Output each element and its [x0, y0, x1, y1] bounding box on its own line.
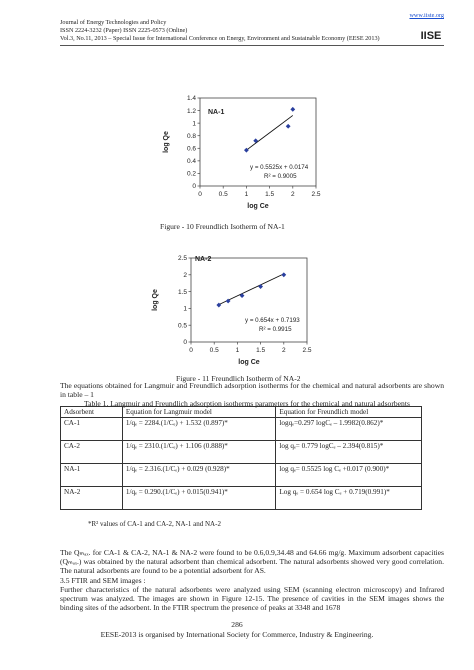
data-point	[258, 284, 263, 289]
header-langmuir: Equation for Langmuir model	[121, 406, 277, 418]
data-point	[290, 106, 296, 112]
y-tick-label: 2.5	[178, 255, 187, 262]
y-axis-label: log Qe	[152, 289, 159, 311]
y-tick-label: 1	[192, 120, 196, 127]
y-tick-label: 0	[192, 183, 196, 190]
x-tick-label: 2.5	[302, 347, 311, 354]
logo-text: IISE	[421, 30, 442, 42]
x-axis-label: log Ce	[238, 359, 259, 366]
x-tick-label: 1.5	[256, 347, 265, 354]
cell-langmuir: 1/qₑ = 2284.(1/Cₑ) + 1.532 (0.897)*	[121, 417, 277, 441]
figure-10-caption: Figure - 10 Freundlich Isotherm of NA-1	[160, 222, 285, 231]
x-tick-label: 0	[189, 347, 193, 354]
x-tick-label: 0.5	[219, 191, 228, 198]
cell-langmuir: 1/qₑ = 0.290.(1/Cₑ) + 0.015(0.941)*	[121, 486, 277, 510]
series-label-in-plot: NA-2	[195, 256, 211, 263]
x-tick-label: 0.5	[210, 347, 219, 354]
paragraph-qmax: The Qₘₐₓ. for CA-1 & CA-2, NA-1 & NA-2 w…	[60, 548, 444, 576]
data-point	[216, 302, 222, 308]
footer-line: EESE-2013 is organised by International …	[100, 630, 374, 639]
y-tick-label: 0.6	[187, 145, 196, 152]
trendline-equation: y = 0.654x + 0.7193	[245, 317, 300, 324]
table-row: NA-2 1/qₑ = 0.290.(1/Cₑ) + 0.015(0.941)*…	[60, 486, 422, 510]
y-tick-label: 0	[183, 339, 187, 346]
y-tick-label: 0.2	[187, 171, 196, 178]
series-label-in-plot: NA-1	[208, 109, 224, 116]
plot-frame	[199, 97, 317, 187]
y-axis-label: log Qe	[163, 131, 170, 153]
data-point	[244, 147, 249, 153]
x-tick-label: 2	[291, 191, 295, 198]
paragraph-ftir-sem: Further characteristics of the natural a…	[60, 585, 444, 613]
chart-na2: 0 0.5 1 1.5 2 2.5 0 0.5 1 1.5 2 2.5 log Ce log Qe NA-2…	[152, 255, 312, 366]
y-tick-label: 1.5	[178, 289, 187, 296]
cell-freundlich: log qₑ= 0.779 logCₑ – 2.394(0.815)*	[275, 440, 422, 464]
x-tick-label: 2	[282, 347, 286, 354]
cell-adsorbent: CA-2	[60, 440, 123, 464]
y-tick-label: 0.8	[187, 133, 196, 140]
y-tick-label: 0.4	[187, 158, 196, 165]
header-rule	[60, 45, 444, 46]
figure-11-caption: Figure - 11 Freundlich Isotherm of NA-2	[176, 374, 301, 383]
iiste-logo: IISE	[418, 22, 444, 44]
x-axis-label: log Ce	[247, 203, 268, 210]
x-tick-label: 1	[236, 347, 240, 354]
trendline	[246, 115, 294, 151]
x-tick-label: 1.5	[265, 191, 274, 198]
issn-line: ISSN 2224-3232 (Paper) ISSN 2225-0573 (O…	[60, 27, 188, 34]
data-point	[281, 272, 287, 278]
cell-freundlich: logqₑ=0.297 logCₑ – 1.9982(0.862)*	[275, 417, 422, 441]
y-tick-label: 0.5	[178, 322, 187, 329]
table-row: NA-1 1/qₑ = 2.316.(1/Cₑ) + 0.029 (0.928)…	[60, 463, 422, 487]
y-tick-label: 1.4	[187, 95, 196, 102]
table-intro: The equations obtained for Langmuir and …	[60, 381, 444, 400]
x-tick-label: 2.5	[311, 191, 320, 198]
y-tick-label: 2	[183, 272, 187, 279]
cell-adsorbent: NA-1	[60, 463, 123, 487]
cell-freundlich: log qₑ= 0.5525 log Cₑ +0.017 (0.900)*	[275, 463, 422, 487]
journal-url-link[interactable]: www.iiste.org	[409, 12, 444, 19]
chart-na1: 0 0.5 1 1.5 2 2.5 0 0.2 0.4 0.6 0.8 1 1.2 1.4 log Ce lo…	[163, 95, 321, 210]
page-number: 286	[231, 620, 243, 629]
cell-freundlich: Log qₑ = 0.654 log Cₑ + 0.719(0.991)*	[275, 486, 422, 510]
cell-adsorbent: CA-1	[60, 417, 123, 441]
y-tick-label: 1	[183, 306, 187, 313]
plot-frame	[190, 257, 308, 343]
table-caption: Table 1. Langmuir and Freundlich adsorpt…	[84, 399, 410, 408]
r-squared-label: R² = 0.9005	[264, 173, 297, 180]
cell-langmuir: 1/qₑ = 2310.(1/Cₑ) + 1.106 (0.888)*	[121, 440, 277, 464]
table-header-row: Adsorbent Equation for Langmuir model Eq…	[60, 406, 422, 418]
table-row: CA-1 1/qₑ = 2284.(1/Cₑ) + 1.532 (0.897)*…	[60, 417, 422, 441]
cell-langmuir: 1/qₑ = 2.316.(1/Cₑ) + 0.029 (0.928)*	[121, 463, 277, 487]
header-adsorbent: Adsorbent	[60, 406, 123, 418]
data-point	[285, 123, 291, 129]
y-tick-label: 1.2	[187, 108, 196, 115]
volume-line: Vol.3, No.11, 2013 – Special Issue for I…	[60, 35, 380, 42]
cell-adsorbent: NA-2	[60, 486, 123, 510]
header-freundlich: Equation for Freundlich model	[275, 406, 422, 418]
data-point	[253, 138, 259, 144]
isotherm-table: Adsorbent Equation for Langmuir model Eq…	[60, 406, 422, 510]
journal-title: Journal of Energy Technologies and Polic…	[60, 19, 167, 26]
r-squared-label: R² = 0.9915	[259, 326, 292, 333]
data-point	[239, 293, 245, 299]
table-note: *R² values of CA-1 and CA-2, NA-1 and NA…	[88, 520, 221, 528]
x-tick-label: 0	[198, 191, 202, 198]
trendline	[218, 273, 284, 306]
section-heading: 3.5 FTIR and SEM images :	[60, 576, 146, 585]
x-tick-label: 1	[245, 191, 249, 198]
table-row: CA-2 1/qₑ = 2310.(1/Cₑ) + 1.106 (0.888)*…	[60, 440, 422, 464]
trendline-equation: y = 0.5525x + 0.0174	[250, 164, 309, 171]
